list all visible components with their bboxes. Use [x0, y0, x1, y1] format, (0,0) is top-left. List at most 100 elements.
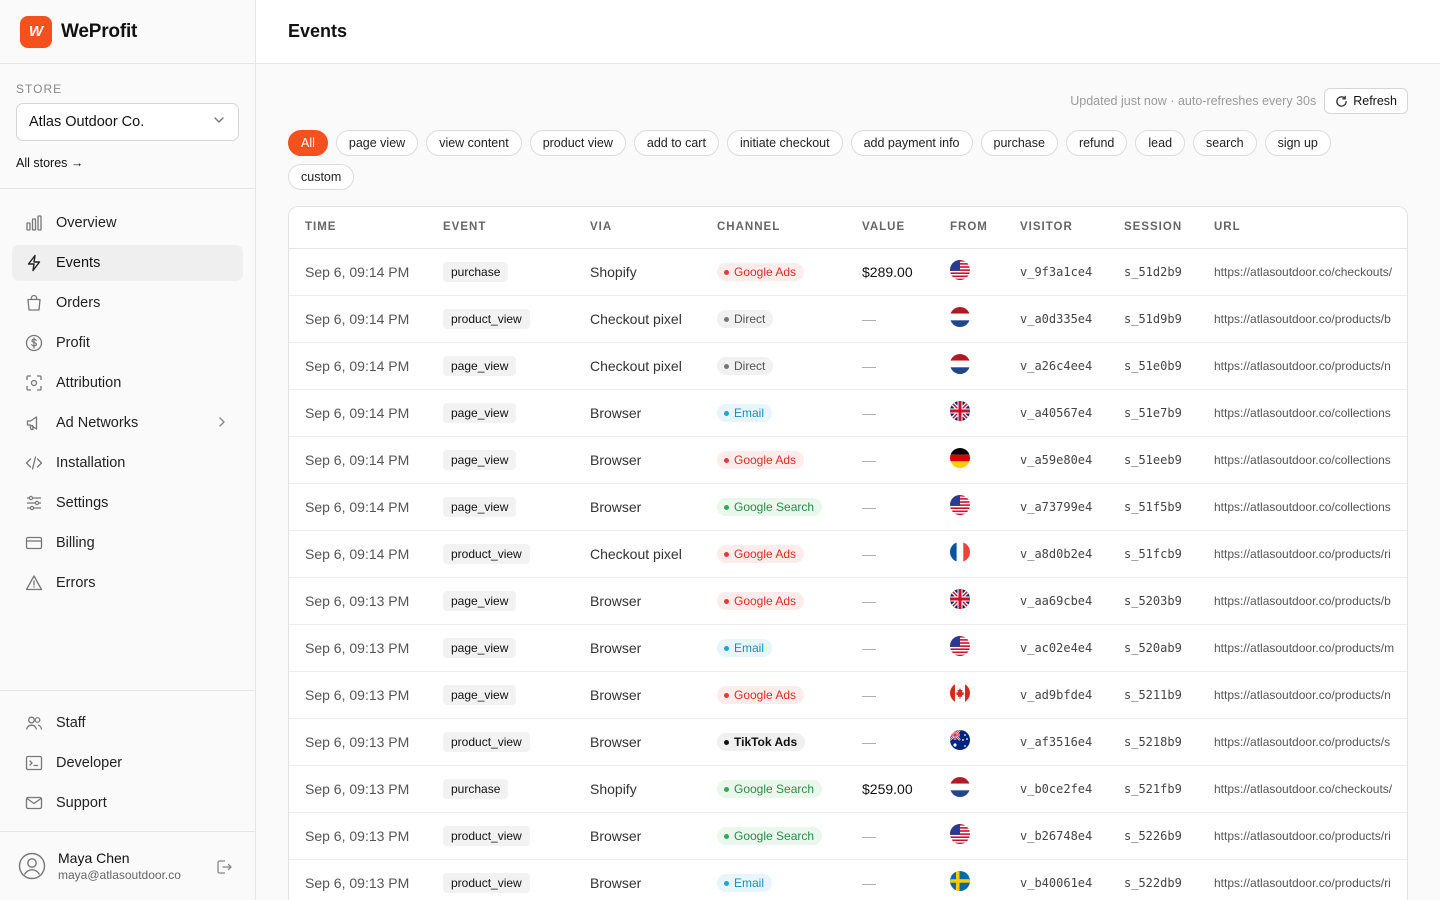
filter-chip-purchase[interactable]: purchase [980, 130, 1058, 156]
filter-chip-add-to-cart[interactable]: add to cart [633, 130, 719, 156]
column-header-channel[interactable]: CHANNEL [701, 207, 846, 249]
filter-chip-add-payment-info[interactable]: add payment info [850, 130, 973, 156]
event-time: Sep 6, 09:14 PM [289, 295, 427, 343]
sidebar-item-profit[interactable]: Profit [12, 325, 243, 361]
filter-chip-all[interactable]: All [288, 130, 328, 156]
channel-cell: Email [701, 389, 846, 437]
table-row[interactable]: Sep 6, 09:13 PM product_view Browser Google… [289, 812, 1407, 860]
table-row[interactable]: Sep 6, 09:14 PM product_view Checkout pixe… [289, 530, 1407, 578]
event-time: Sep 6, 09:14 PM [289, 389, 427, 437]
channel-label: Google Search [734, 500, 815, 515]
table-row[interactable]: Sep 6, 09:13 PM page_view Browser Google Ad… [289, 671, 1407, 719]
event-value: — [846, 577, 934, 625]
sidebar-item-ad-networks[interactable]: Ad Networks [12, 405, 243, 441]
sidebar-item-label: Billing [56, 535, 95, 551]
refresh-button[interactable]: Refresh [1324, 88, 1408, 114]
session-id: s_51f5b9 [1108, 483, 1198, 531]
sidebar-item-staff[interactable]: Staff [12, 705, 243, 741]
event-tag: page_view [443, 590, 517, 611]
table-row[interactable]: Sep 6, 09:13 PM product_view Browser TikTok… [289, 718, 1407, 766]
table-row[interactable]: Sep 6, 09:14 PM product_view Checkout pixe… [289, 295, 1407, 343]
column-header-time[interactable]: TIME [289, 207, 427, 249]
flag-au-icon [950, 730, 970, 750]
visitor-id: v_a0d335e4 [1004, 295, 1108, 343]
chevron-down-icon [212, 113, 226, 131]
channel-badge: Google Ads [717, 592, 805, 611]
visitor-id: v_b0ce2fe4 [1004, 765, 1108, 813]
event-tag: purchase [443, 778, 509, 799]
sidebar-item-orders[interactable]: Orders [12, 285, 243, 321]
filter-chip-sign-up[interactable]: sign up [1264, 130, 1331, 156]
channel-cell: TikTok Ads [701, 718, 846, 766]
filter-chip-page-view[interactable]: page view [335, 130, 419, 156]
table-row[interactable]: Sep 6, 09:13 PM page_view Browser Email — v_a… [289, 624, 1407, 672]
filter-chip-lead[interactable]: lead [1135, 130, 1186, 156]
session-id: s_51fcb9 [1108, 530, 1198, 578]
sidebar-item-developer[interactable]: Developer [12, 745, 243, 781]
column-header-event[interactable]: EVENT [427, 207, 574, 249]
flag-cell [934, 718, 1004, 766]
sidebar-item-label: Events [56, 255, 101, 271]
filter-chip-search[interactable]: search [1193, 130, 1257, 156]
channel-badge: Google Search [717, 498, 823, 517]
flag-de-icon [950, 448, 970, 468]
filter-chip-custom[interactable]: custom [288, 164, 355, 190]
logout-icon[interactable] [215, 858, 233, 881]
sidebar-item-installation[interactable]: Installation [12, 445, 243, 481]
table-row[interactable]: Sep 6, 09:13 PM product_view Browser Email —… [289, 859, 1407, 900]
secondary-nav: Staff Developer Support [0, 690, 255, 825]
table-row[interactable]: Sep 6, 09:14 PM page_view Browser Google Ad… [289, 436, 1407, 484]
logo[interactable]: W [20, 15, 52, 48]
event-url: https://atlasoutdoor.co/products/n [1198, 671, 1407, 719]
channel-cell: Google Search [701, 765, 846, 813]
channel-badge: Direct [717, 310, 774, 329]
filter-chip-refund[interactable]: refund [1065, 130, 1128, 156]
mail-icon [24, 793, 44, 813]
filter-chip-view-content[interactable]: view content [426, 130, 522, 156]
channel-cell: Google Ads [701, 248, 846, 296]
channel-dot-icon [724, 363, 729, 369]
table-body: Sep 6, 09:14 PM purchase Shopify Google Ads… [289, 248, 1407, 900]
avatar-icon[interactable] [18, 852, 46, 880]
event-value: — [846, 436, 934, 484]
column-header-value[interactable]: VALUE [846, 207, 934, 249]
brand-name[interactable]: WeProfit [61, 20, 138, 42]
sidebar-item-billing[interactable]: Billing [12, 525, 243, 561]
visitor-id: v_b40061e4 [1004, 859, 1108, 900]
column-header-session[interactable]: SESSION [1108, 207, 1198, 249]
table-row[interactable]: Sep 6, 09:14 PM page_view Browser Email — v_a… [289, 389, 1407, 437]
sidebar-item-events[interactable]: Events [12, 245, 243, 281]
sidebar-item-support[interactable]: Support [12, 785, 243, 821]
event-via: Browser [574, 624, 701, 672]
event-tag: purchase [443, 261, 509, 282]
session-id: s_51d2b9 [1108, 248, 1198, 296]
table-row[interactable]: Sep 6, 09:14 PM purchase Shopify Google Ads… [289, 248, 1407, 296]
column-header-from[interactable]: FROM [934, 207, 1004, 249]
event-via: Browser [574, 718, 701, 766]
sidebar-item-attribution[interactable]: Attribution [12, 365, 243, 401]
column-header-visitor[interactable]: VISITOR [1004, 207, 1108, 249]
channel-badge: Google Ads [717, 686, 805, 705]
filter-chip-initiate-checkout[interactable]: initiate checkout [726, 130, 843, 156]
sidebar-item-errors[interactable]: Errors [12, 565, 243, 601]
column-header-via[interactable]: VIA [574, 207, 701, 249]
visitor-id: v_ac02e4e4 [1004, 624, 1108, 672]
store-select-value: Atlas Outdoor Co. [29, 114, 145, 130]
channel-dot-icon [724, 880, 729, 886]
sidebar-item-settings[interactable]: Settings [12, 485, 243, 521]
store-select[interactable]: Atlas Outdoor Co. [16, 103, 239, 141]
sidebar-item-overview[interactable]: Overview [12, 205, 243, 241]
table-row[interactable]: Sep 6, 09:13 PM purchase Shopify Google Sea… [289, 765, 1407, 813]
filter-chip-product-view[interactable]: product view [529, 130, 626, 156]
table-row[interactable]: Sep 6, 09:13 PM page_view Browser Google Ad… [289, 577, 1407, 625]
column-header-url[interactable]: URL [1198, 207, 1407, 249]
main-content: Updated just now · auto-refreshes every … [256, 64, 1440, 900]
event-time: Sep 6, 09:13 PM [289, 624, 427, 672]
all-stores-link[interactable]: All stores → [16, 156, 84, 170]
chevron-right-icon [215, 415, 229, 433]
table-row[interactable]: Sep 6, 09:14 PM page_view Browser Google Se… [289, 483, 1407, 531]
session-id: s_520ab9 [1108, 624, 1198, 672]
session-id: s_5203b9 [1108, 577, 1198, 625]
table-row[interactable]: Sep 6, 09:14 PM page_view Checkout pixel Di… [289, 342, 1407, 390]
event-time: Sep 6, 09:13 PM [289, 718, 427, 766]
